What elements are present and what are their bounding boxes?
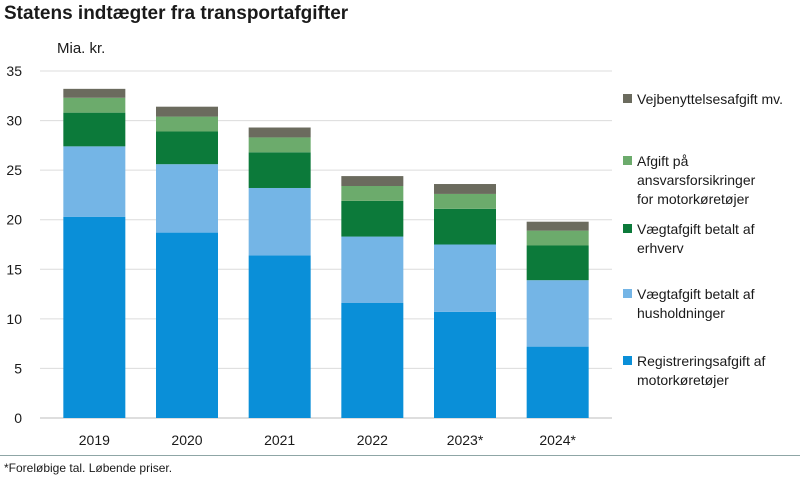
y-tick-label: 20: [6, 212, 22, 228]
bar-segment: [63, 112, 126, 147]
bar-segment: [526, 245, 589, 281]
bar-segment: [156, 164, 218, 233]
y-tick-label: 25: [6, 162, 22, 178]
bar-segment: [434, 184, 496, 194]
footnote: *Foreløbige tal. Løbende priser.: [4, 461, 173, 475]
bar-segment: [526, 280, 589, 347]
bar-segment: [63, 146, 126, 217]
stacked-bar-chart: Mia. kr. 0 5 10 15 20 25 30 35 2019 2020 2021 2022…: [6, 40, 783, 448]
legend-swatch: [623, 94, 632, 103]
x-category-label: 2021: [264, 432, 295, 448]
y-tick-label: 35: [6, 63, 22, 79]
legend-label: Afgift på: [637, 153, 689, 169]
bar-segment: [248, 127, 311, 138]
legend-label: erhverv: [637, 240, 684, 256]
y-axis-unit-label: Mia. kr.: [57, 40, 105, 57]
legend-swatch: [623, 224, 632, 233]
bar-segment: [248, 187, 311, 256]
footer-divider: [0, 455, 800, 456]
bar-segment: [434, 244, 496, 312]
bar-segment: [526, 346, 589, 418]
legend-label: Vejbenyttelsesafgift mv.: [637, 91, 783, 107]
bar-segment: [248, 137, 311, 153]
x-category-label: 2024*: [539, 432, 576, 448]
legend-swatch: [623, 289, 632, 298]
bar-segment: [248, 255, 311, 418]
legend-label: motorkøretøjer: [637, 372, 729, 388]
legend-label: ansvarsforsikringer: [637, 172, 756, 188]
bar-segment: [156, 116, 218, 132]
legend-swatch: [623, 156, 632, 165]
legend-label: for motorkøretøjer: [637, 191, 749, 207]
bar-segment: [63, 88, 126, 98]
y-tick-label: 5: [14, 360, 22, 376]
y-tick-label: 10: [6, 311, 22, 327]
y-tick-label: 15: [6, 261, 22, 277]
bar-segment: [434, 208, 496, 245]
y-tick-label: 0: [14, 410, 22, 426]
x-axis-categories: 2019 2020 2021 2022 2023* 2024*: [79, 432, 577, 448]
x-category-label: 2020: [171, 432, 202, 448]
x-category-label: 2023*: [447, 432, 484, 448]
legend: Vejbenyttelsesafgift mv. Afgift på ansvars…: [623, 91, 783, 388]
y-axis-ticks: 0 5 10 15 20 25 30 35: [6, 63, 22, 426]
bar-segment: [434, 193, 496, 209]
bar-segment: [434, 311, 496, 418]
gridlines: [40, 70, 612, 419]
bar-segment: [156, 106, 218, 117]
bar-segment: [156, 131, 218, 165]
bar-segment: [248, 152, 311, 188]
legend-label: Vægtafgift betalt af: [637, 286, 755, 302]
bar-segment: [156, 232, 218, 418]
bar-segment: [526, 221, 589, 231]
bar-segment: [341, 186, 404, 201]
legend-label: husholdninger: [637, 305, 725, 321]
chart-title: Statens indtægter fra transportafgifter: [4, 3, 349, 24]
x-category-label: 2019: [79, 432, 110, 448]
bars: [63, 88, 589, 418]
bar-segment: [341, 302, 404, 418]
legend-label: Vægtafgift betalt af: [637, 221, 755, 237]
x-category-label: 2022: [357, 432, 388, 448]
y-tick-label: 30: [6, 113, 22, 129]
bar-segment: [341, 200, 404, 237]
bar-segment: [526, 230, 589, 246]
bar-segment: [341, 236, 404, 303]
legend-label: Registreringsafgift af: [637, 353, 766, 369]
bar-segment: [341, 176, 404, 187]
bar-segment: [63, 97, 126, 113]
legend-swatch: [623, 356, 632, 365]
bar-segment: [63, 216, 126, 418]
